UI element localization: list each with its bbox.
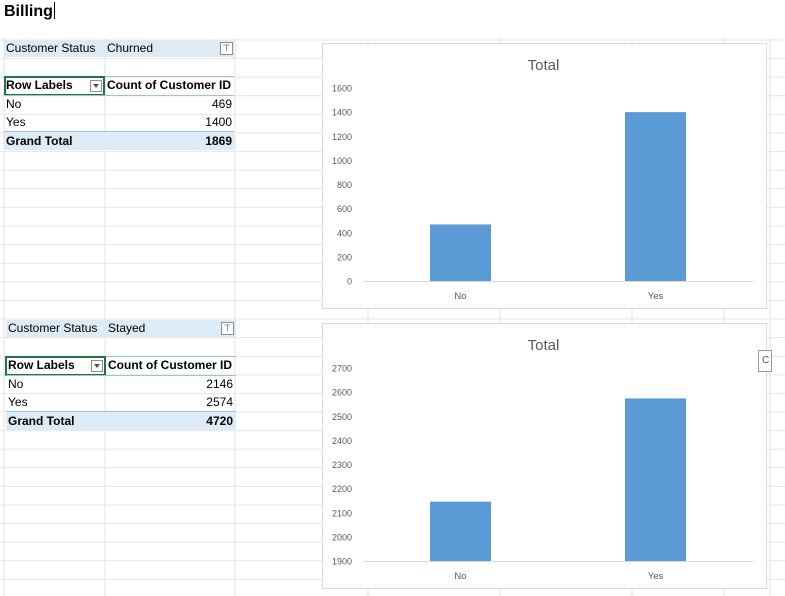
y-tick-label: 1900	[332, 557, 352, 567]
row-value-no[interactable]: 469	[211, 97, 232, 111]
row-labels-header: Row Labels	[6, 78, 73, 92]
header-bottom-border	[6, 375, 236, 376]
row-value-yes[interactable]: 2574	[206, 395, 233, 409]
chart-side-tab[interactable]: C	[758, 350, 772, 372]
y-tick-label: 2400	[332, 436, 352, 446]
y-tick-label: 2200	[332, 484, 352, 494]
y-tick-label: 2700	[332, 364, 352, 374]
header-bottom-border	[4, 95, 234, 96]
filter-label: Customer Status	[6, 41, 96, 55]
chart-stayed[interactable]: Total 1900 2000 2100 2200 2300 2400 2500 2600 270…	[322, 323, 767, 589]
grand-total-label: Grand Total	[6, 134, 73, 148]
value-header: Count of Customer ID	[108, 358, 232, 372]
y-tick-label: 600	[337, 204, 352, 214]
filter-row-band	[4, 40, 234, 57]
filter-icon[interactable]: ⊤	[221, 322, 234, 335]
chart-title: Total	[528, 337, 560, 354]
text-cursor	[53, 2, 55, 19]
row-label-yes[interactable]: Yes	[6, 115, 26, 129]
grand-total-value: 4720	[206, 414, 233, 428]
y-tick-label: 2500	[332, 412, 352, 422]
y-tick-label: 200	[337, 252, 352, 262]
chart-churned-svg: Total 0 200 400 600 800 1000 1200 1400 1600 No Yes	[332, 57, 753, 302]
row-label-no[interactable]: No	[6, 97, 22, 111]
header-top-border	[6, 356, 236, 357]
y-tick-label: 400	[337, 228, 352, 238]
chevron-down-icon[interactable]	[91, 360, 103, 372]
y-tick-label: 1000	[332, 156, 352, 166]
x-tick-label: No	[454, 571, 466, 582]
header-top-border	[4, 76, 234, 77]
filter-label: Customer Status	[8, 321, 98, 335]
x-tick-label: Yes	[648, 571, 664, 582]
y-tick-label: 1200	[332, 132, 352, 142]
y-tick-label: 800	[337, 180, 352, 190]
y-tick-label: 2100	[332, 508, 352, 518]
grand-total-band	[4, 132, 234, 150]
filter-icon[interactable]: ⊤	[220, 42, 233, 55]
y-tick-label: 2000	[332, 532, 352, 542]
y-tick-label: 2600	[332, 388, 352, 398]
bar-no	[430, 501, 491, 561]
grand-total-band	[6, 412, 236, 430]
y-tick-label: 0	[347, 277, 352, 287]
bar-no	[430, 224, 491, 281]
total-top-border	[4, 131, 234, 132]
filter-value[interactable]: Stayed	[108, 321, 146, 335]
sheet-heading[interactable]: Billing	[4, 2, 55, 20]
row-label-no[interactable]: No	[8, 377, 24, 391]
x-tick-label: No	[454, 291, 466, 302]
total-top-border	[6, 411, 236, 412]
row-value-no[interactable]: 2146	[206, 377, 233, 391]
value-header: Count of Customer ID	[107, 78, 231, 92]
chart-stayed-svg: Total 1900 2000 2100 2200 2300 2400 2500 2600 270…	[332, 337, 753, 582]
chart-title: Total	[528, 57, 560, 74]
grand-total-value: 1869	[205, 134, 232, 148]
filter-value[interactable]: Churned	[107, 41, 154, 55]
chart-churned[interactable]: Total 0 200 400 600 800 1000 1200 1400 1600 No Yes	[322, 43, 767, 309]
row-labels-header: Row Labels	[8, 358, 75, 372]
row-value-yes[interactable]: 1400	[205, 115, 232, 129]
grand-total-label: Grand Total	[8, 414, 75, 428]
filter-row-band	[6, 320, 236, 337]
chevron-down-icon[interactable]	[90, 80, 102, 92]
y-tick-label: 1600	[332, 84, 352, 94]
y-tick-label: 2300	[332, 460, 352, 470]
row-label-yes[interactable]: Yes	[8, 395, 28, 409]
x-tick-label: Yes	[648, 291, 664, 302]
bar-yes	[625, 112, 686, 281]
y-tick-label: 1400	[332, 108, 352, 118]
bar-yes	[625, 398, 686, 561]
